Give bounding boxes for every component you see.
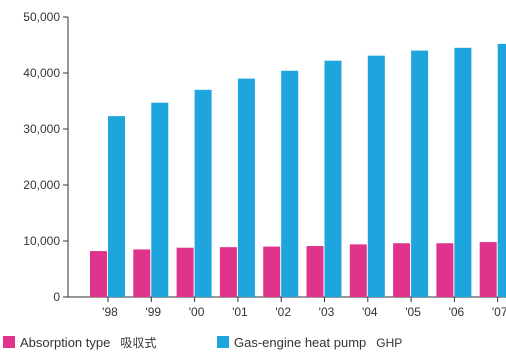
bar-absorption [90,251,107,297]
bar-ghp [108,116,125,298]
bar-ghp [237,78,255,297]
legend: Absorption type 吸収式 Gas-engine heat pump GH… [3,335,402,350]
legend-label-secondary: 吸収式 [120,336,156,350]
legend-label: Gas-engine heat pump [234,335,366,350]
x-axis: '98 '99 '00 '01 '02 '03 '04 '05 '06 '07 [68,296,506,319]
x-tick-label: '06 [449,305,465,319]
bar-ghp [411,50,429,297]
legend-swatch [3,336,15,348]
bar-ghp [151,102,169,298]
x-tick-label: '04 [362,305,378,319]
legend-label: Absorption type [20,335,110,350]
bar-absorption [133,249,151,297]
x-tick-label: '07 [492,305,506,319]
bar-absorption [263,246,281,297]
bars [90,43,506,298]
bar-absorption [219,247,237,297]
bar-absorption [436,243,454,297]
bar-ghp [324,60,342,298]
bar-ghp [454,47,472,297]
bar-ghp [497,43,506,297]
y-tick-label: 10,000 [23,234,60,248]
y-axis: 0 10,000 20,000 30,000 40,000 50,000 [23,10,69,304]
bar-absorption [306,246,324,297]
x-tick-label: '03 [319,305,335,319]
x-tick-label: '98 [102,305,118,319]
x-tick-label: '05 [405,305,421,319]
bar-absorption [479,242,497,297]
legend-swatch [217,336,229,348]
x-tick-label: '99 [145,305,161,319]
bar-absorption [349,244,367,297]
y-tick-label: 50,000 [23,10,60,24]
y-tick-label: 0 [53,290,60,304]
legend-label-secondary: GHP [376,336,402,350]
y-tick-label: 20,000 [23,178,60,192]
y-tick-label: 30,000 [23,122,60,136]
bar-ghp [367,55,385,297]
x-tick-label: '00 [189,305,205,319]
bar-absorption [393,243,411,297]
bar-ghp [281,70,299,297]
bar-ghp [194,89,212,297]
y-tick-label: 40,000 [23,66,60,80]
bar-absorption [176,247,194,297]
x-tick-label: '01 [232,305,248,319]
x-tick-label: '02 [275,305,291,319]
